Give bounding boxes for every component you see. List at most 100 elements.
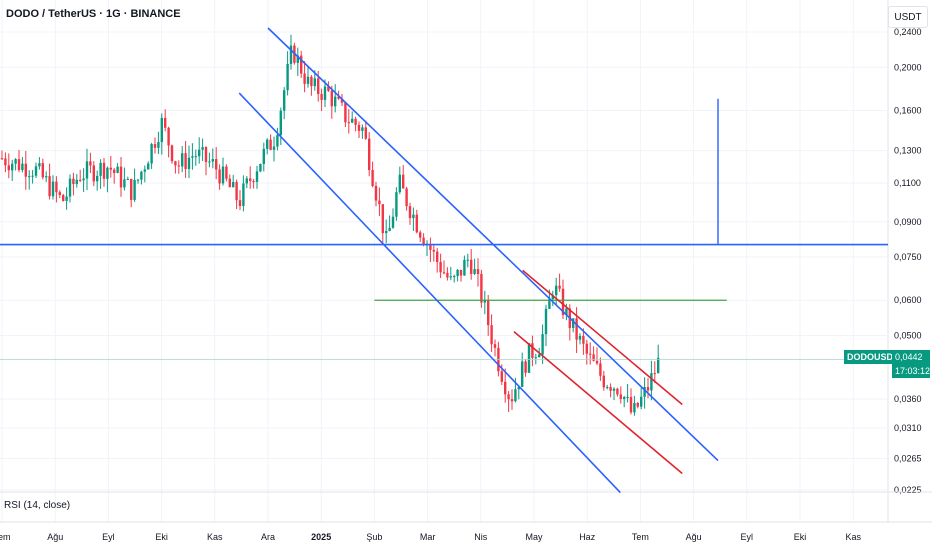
blue-channel-upper: [267, 27, 719, 462]
candle-body: [487, 300, 490, 326]
candle-body: [514, 389, 517, 402]
candle-body: [504, 381, 507, 395]
candle-body: [150, 144, 153, 164]
candle-body: [473, 269, 476, 274]
candle-body: [449, 276, 452, 278]
candle-body: [538, 354, 541, 358]
candle-body: [187, 157, 191, 169]
candle-body: [507, 394, 510, 400]
candle-body: [160, 117, 163, 143]
candle-body: [582, 335, 585, 344]
x-tick-label: Eki: [155, 532, 168, 542]
y-tick-label: 0,0600: [894, 295, 922, 305]
candle-body: [147, 163, 150, 170]
candle-body: [82, 178, 85, 181]
x-tick-label: Kas: [845, 532, 861, 542]
candle-body: [72, 178, 75, 185]
x-tick-label: Haz: [579, 532, 596, 542]
x-tick-label: Şub: [366, 532, 382, 542]
candle-body: [378, 200, 381, 205]
y-tick-label: 0,1300: [894, 146, 922, 156]
candle-body: [446, 272, 449, 278]
last-price-value: 0,0442: [895, 352, 923, 362]
candle-body: [391, 216, 395, 228]
x-tick-label: Eyl: [102, 532, 115, 542]
candle-body: [592, 354, 595, 361]
candle-body: [198, 149, 201, 157]
candle-body: [429, 244, 432, 250]
candle-body: [436, 251, 439, 263]
candle-body: [283, 90, 286, 111]
candle-body: [330, 90, 333, 107]
candle-body: [113, 169, 116, 173]
candle-body: [466, 259, 469, 261]
candle-body: [204, 147, 208, 163]
y-tick-label: 0,0500: [894, 330, 922, 340]
candle-body: [626, 396, 629, 398]
candle-body: [439, 262, 442, 273]
candle-body: [14, 159, 17, 164]
candle-body: [415, 214, 418, 233]
candle-body: [24, 163, 27, 177]
candle-body: [238, 200, 242, 207]
candle-body: [262, 148, 265, 164]
candle-body: [371, 170, 374, 186]
candle-body: [313, 78, 316, 87]
candle-body: [347, 122, 350, 124]
candle-body: [405, 188, 408, 207]
currency-button[interactable]: USDT: [888, 6, 928, 28]
candle-body: [99, 162, 102, 176]
candle-body: [480, 273, 483, 303]
candle-body: [272, 146, 276, 150]
candle-body: [657, 357, 660, 374]
candle-body: [28, 176, 31, 178]
candle-body: [572, 318, 575, 329]
candle-body: [561, 288, 565, 316]
candle-body: [388, 227, 391, 232]
y-tick-label: 0,0265: [894, 453, 922, 463]
candle-body: [48, 176, 51, 197]
candle-body: [534, 357, 537, 359]
candle-body: [575, 318, 578, 340]
x-tick-label: Eki: [794, 532, 807, 542]
candle-body: [201, 147, 204, 150]
candle-body: [558, 285, 561, 289]
rsi-indicator-label[interactable]: RSI (14, close): [4, 500, 71, 511]
candle-body: [235, 182, 238, 201]
candle-body: [636, 402, 639, 407]
candle-body: [334, 96, 337, 107]
candle-body: [368, 138, 371, 171]
x-tick-label: Ağu: [47, 532, 63, 542]
candle-body: [524, 361, 527, 373]
candle-body: [320, 93, 323, 100]
candle-body: [126, 178, 129, 180]
candle-body: [585, 343, 588, 354]
y-tick-label: 0,0360: [894, 394, 922, 404]
candle-body: [453, 275, 456, 277]
y-tick-label: 0,0900: [894, 217, 922, 227]
candle-body: [208, 161, 211, 163]
candle-body: [619, 394, 622, 400]
candle-body: [653, 373, 656, 375]
x-tick-label: 2025: [311, 532, 331, 542]
x-tick-label: Mar: [420, 532, 436, 542]
candle-body: [541, 334, 544, 355]
x-tick-label: Ağu: [686, 532, 702, 542]
candle-body: [551, 295, 554, 300]
candle-body: [395, 192, 398, 217]
candle-body: [215, 159, 218, 170]
candle-body: [306, 76, 310, 84]
candle-body: [286, 64, 289, 91]
candle-body: [510, 399, 514, 402]
candle-body: [323, 86, 327, 100]
candle-body: [517, 386, 520, 390]
candle-body: [4, 158, 7, 166]
candle-body: [34, 166, 38, 176]
candle-body: [269, 139, 272, 150]
bar-countdown: 17:03:12: [895, 366, 931, 376]
candle-body: [317, 78, 320, 94]
candle-body: [385, 231, 388, 234]
